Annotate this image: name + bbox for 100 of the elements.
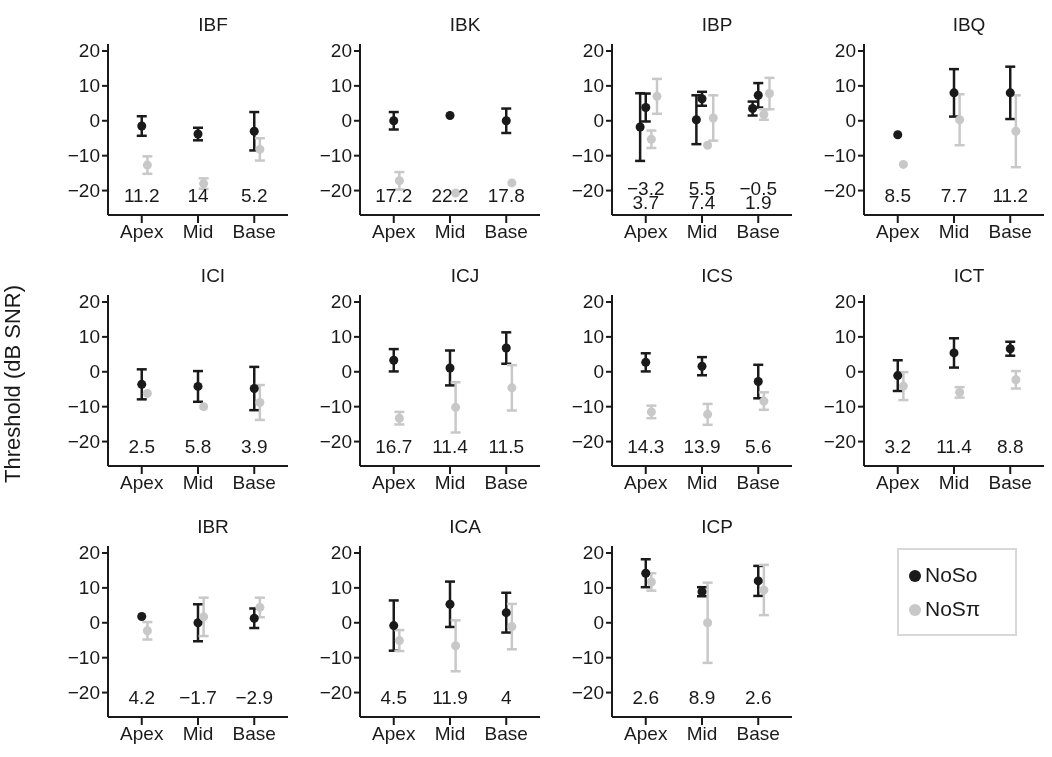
y-tick-label: −20 [67, 431, 100, 453]
y-tick-label: −10 [67, 396, 100, 418]
annotation: 4 [500, 686, 512, 708]
x-tick-label: Mid [938, 472, 970, 494]
annotation: 5.2 [241, 184, 268, 206]
chart-title: IBP [700, 14, 734, 36]
chart-title: ICA [448, 516, 482, 538]
chart-title: IBK [448, 14, 482, 36]
x-tick-label: Base [232, 723, 276, 745]
y-tick-label: −10 [319, 647, 352, 669]
chart-title: ICT [952, 265, 986, 287]
y-tick-label: −10 [571, 145, 604, 167]
y-tick-label: −10 [67, 145, 100, 167]
annotation: 8.8 [997, 435, 1024, 457]
y-tick-label: 20 [582, 40, 604, 62]
y-tick-label: 0 [89, 361, 100, 383]
annotation: 17.8 [487, 184, 525, 206]
y-tick-label: 10 [582, 577, 604, 599]
y-tick-label: 10 [330, 75, 352, 97]
annotation: 13.9 [683, 435, 721, 457]
y-tick-label: −10 [571, 647, 604, 669]
x-tick-label: Base [484, 221, 528, 243]
x-tick-label: Apex [876, 221, 920, 243]
y-tick-label: −20 [823, 180, 856, 202]
y-tick-label: −10 [823, 145, 856, 167]
x-tick-label: Apex [624, 472, 668, 494]
y-tick-label: 10 [78, 326, 100, 348]
annotation: 11.2 [992, 184, 1029, 206]
y-tick-label: −20 [571, 180, 604, 202]
x-tick-label: Mid [434, 723, 466, 745]
annotation: −1.7 [179, 686, 217, 708]
annotation: 5.8 [184, 435, 212, 457]
x-tick-label: Mid [938, 221, 970, 243]
y-tick-label: −20 [571, 682, 604, 704]
y-tick-label: 20 [330, 40, 352, 62]
annotation: 11.4 [432, 435, 469, 457]
y-tick-label: 0 [89, 612, 100, 634]
y-tick-label: 10 [330, 577, 352, 599]
y-tick-label: 10 [78, 75, 100, 97]
x-tick-label: Base [736, 472, 780, 494]
x-tick-label: Apex [624, 221, 668, 243]
y-tick-label: 10 [834, 326, 856, 348]
y-tick-label: 0 [845, 110, 856, 132]
y-tick-label: −20 [67, 682, 100, 704]
x-tick-label: Base [232, 472, 276, 494]
y-tick-label: 0 [593, 361, 604, 383]
annotation: 8.9 [688, 686, 716, 708]
y-tick-label: 20 [834, 291, 856, 313]
y-tick-label: 20 [582, 542, 604, 564]
x-tick-label: Mid [182, 723, 214, 745]
annotation: 4.5 [380, 686, 407, 708]
annotation: 22.2 [431, 184, 469, 206]
y-tick-label: 10 [330, 326, 352, 348]
chart-title: IBF [197, 14, 229, 36]
x-tick-label: Apex [372, 221, 416, 243]
y-tick-label: −10 [571, 396, 604, 418]
y-tick-label: −10 [319, 145, 352, 167]
x-tick-label: Base [736, 221, 780, 243]
x-tick-label: Base [736, 723, 780, 745]
annotation: 8.5 [884, 184, 911, 206]
x-tick-label: Base [232, 221, 276, 243]
y-tick-label: −20 [319, 431, 352, 453]
x-tick-label: Mid [182, 221, 214, 243]
x-tick-label: Apex [372, 472, 416, 494]
x-tick-label: Base [484, 472, 528, 494]
annotation: 11.2 [123, 184, 160, 206]
y-tick-label: 0 [593, 612, 604, 634]
y-tick-label: 20 [330, 291, 352, 313]
chart-title: IBQ [951, 14, 987, 36]
x-tick-label: Apex [624, 723, 668, 745]
x-tick-label: Mid [434, 472, 466, 494]
y-tick-label: 20 [834, 40, 856, 62]
annotation: 14.3 [627, 435, 665, 457]
y-tick-label: −10 [67, 647, 100, 669]
legend-label: NoSπ [925, 597, 981, 620]
x-tick-label: Mid [434, 221, 466, 243]
x-tick-label: Mid [686, 472, 718, 494]
x-tick-label: Mid [686, 723, 718, 745]
y-tick-label: 0 [341, 110, 352, 132]
annotation: 3.9 [241, 435, 268, 457]
y-tick-label: −20 [67, 180, 100, 202]
legend-label: NoSo [925, 563, 978, 586]
y-tick-label: 20 [330, 542, 352, 564]
y-tick-label: −20 [823, 431, 856, 453]
x-tick-label: Base [988, 221, 1032, 243]
chart-title: ICS [700, 265, 734, 287]
y-tick-label: 0 [341, 612, 352, 634]
annotation: 7.7 [940, 184, 968, 206]
chart-title: ICI [199, 265, 227, 287]
y-tick-label: 10 [834, 75, 856, 97]
y-tick-label: 0 [341, 361, 352, 383]
y-tick-label: −20 [319, 682, 352, 704]
y-tick-label: 20 [78, 542, 100, 564]
x-tick-label: Apex [372, 723, 416, 745]
x-tick-label: Mid [686, 221, 718, 243]
x-tick-label: Mid [182, 472, 214, 494]
annotation: 17.2 [375, 184, 413, 206]
y-tick-label: 20 [582, 291, 604, 313]
annotation: 3.2 [884, 435, 911, 457]
annotation: 5.6 [745, 435, 772, 457]
